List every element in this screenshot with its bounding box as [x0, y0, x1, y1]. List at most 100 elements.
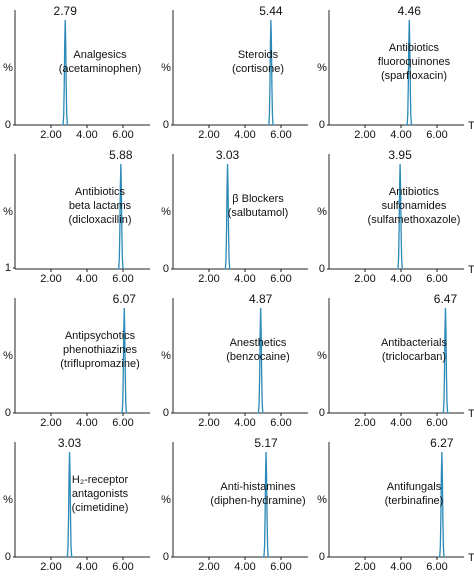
- x-tick-label: 6.00: [270, 417, 291, 429]
- y-tick-label: 0: [5, 407, 11, 419]
- y-axis-label: %: [317, 494, 327, 506]
- compound-label: (cimetidine): [72, 502, 129, 514]
- compound-label: Antibiotics: [389, 186, 440, 198]
- peak: [223, 163, 232, 270]
- peak: [65, 451, 74, 558]
- y-tick-label: 0: [163, 119, 169, 131]
- peak-label: 5.17: [254, 436, 278, 450]
- compound-label: Anti-histamines: [220, 481, 296, 493]
- x-tick-label: 2.00: [198, 129, 219, 141]
- x-tick-label: 6.00: [426, 129, 447, 141]
- compound-label: Anesthetics: [230, 337, 287, 349]
- y-axis-label: %: [161, 62, 171, 74]
- x-tick-label: 6.00: [426, 417, 447, 429]
- peak-label: 3.03: [216, 148, 240, 162]
- y-tick-label: 0: [163, 551, 169, 563]
- x-axis-label: Time: [468, 408, 474, 420]
- x-tick-label: 6.00: [112, 129, 133, 141]
- y-axis-label: %: [161, 350, 171, 362]
- x-tick-label: 6.00: [112, 273, 133, 285]
- peak-label: 3.03: [58, 436, 82, 450]
- compound-label: β Blockers: [232, 193, 284, 205]
- peak-label: 6.47: [434, 292, 458, 306]
- compound-label: sulfonamides: [382, 200, 447, 212]
- peak-label: 4.87: [249, 292, 273, 306]
- x-axis-label: Time: [468, 120, 474, 132]
- compound-label: fluoroquinones: [378, 56, 451, 68]
- peak-label: 5.44: [259, 4, 283, 18]
- x-tick-label: 4.00: [234, 417, 255, 429]
- x-tick-label: 2.00: [354, 561, 375, 573]
- peak: [405, 19, 413, 126]
- compound-label: Steroids: [238, 49, 279, 61]
- x-tick-label: 2.00: [198, 561, 219, 573]
- x-tick-label: 2.00: [40, 561, 61, 573]
- peak: [262, 451, 270, 558]
- x-tick-label: 2.00: [354, 129, 375, 141]
- peak: [396, 163, 404, 270]
- y-tick-label: 1: [5, 262, 11, 274]
- compound-label: (diphen-hydramine): [210, 495, 305, 507]
- x-tick-label: 6.00: [112, 561, 133, 573]
- compound-label: (acetaminophen): [59, 63, 142, 75]
- y-axis-label: %: [317, 62, 327, 74]
- y-tick-label: 0: [319, 119, 325, 131]
- x-tick-label: 2.00: [198, 273, 219, 285]
- x-tick-label: 6.00: [270, 129, 291, 141]
- y-axis-label: %: [161, 494, 171, 506]
- peak-label: 2.79: [54, 4, 78, 18]
- y-tick-label: 0: [5, 119, 11, 131]
- peak: [441, 307, 450, 414]
- y-axis-label: %: [3, 350, 13, 362]
- y-tick-label: 0: [319, 551, 325, 563]
- x-tick-label: 2.00: [354, 417, 375, 429]
- x-tick-label: 4.00: [76, 273, 97, 285]
- compound-label: Analgesics: [73, 49, 127, 61]
- compound-label: phenothiazines: [63, 344, 138, 356]
- compound-label: (salbutamol): [228, 207, 289, 219]
- x-tick-label: 4.00: [76, 417, 97, 429]
- x-tick-label: 4.00: [234, 561, 255, 573]
- compound-label: Antibiotics: [389, 42, 440, 54]
- compound-label: Antibiotics: [75, 186, 126, 198]
- peak: [117, 163, 125, 270]
- compound-label: Antifungals: [387, 481, 442, 493]
- y-axis-label: %: [161, 206, 171, 218]
- compound-label: H₂-receptor: [72, 474, 129, 486]
- compound-label: (triflupromazine): [60, 358, 139, 370]
- peak-label: 4.46: [398, 4, 422, 18]
- x-axis-label: Time: [468, 552, 474, 564]
- peak: [61, 19, 69, 126]
- x-tick-label: 6.00: [112, 417, 133, 429]
- peak-label: 5.88: [109, 148, 133, 162]
- compound-label: (cortisone): [232, 63, 284, 75]
- y-axis-label: %: [3, 62, 13, 74]
- y-tick-label: 0: [163, 407, 169, 419]
- x-tick-label: 4.00: [76, 129, 97, 141]
- x-tick-label: 4.00: [234, 273, 255, 285]
- compound-label: (sparfloxacin): [381, 70, 447, 82]
- compound-label: Antibacterials: [381, 337, 448, 349]
- x-axis-label: Time: [468, 264, 474, 276]
- x-tick-label: 2.00: [40, 417, 61, 429]
- x-tick-label: 2.00: [354, 273, 375, 285]
- x-tick-label: 2.00: [40, 273, 61, 285]
- y-tick-label: 0: [319, 263, 325, 275]
- x-tick-label: 4.00: [234, 129, 255, 141]
- x-tick-label: 4.00: [390, 129, 411, 141]
- x-tick-label: 4.00: [390, 273, 411, 285]
- compound-label: (triclocarban): [382, 351, 446, 363]
- x-tick-label: 4.00: [390, 561, 411, 573]
- x-tick-label: 4.00: [390, 417, 411, 429]
- y-axis-label: %: [3, 494, 13, 506]
- peak: [438, 451, 446, 558]
- y-tick-label: 0: [319, 407, 325, 419]
- compound-label: (dicloxacillin): [69, 214, 132, 226]
- peak-label: 6.07: [113, 292, 137, 306]
- y-axis-label: %: [3, 206, 13, 218]
- y-axis-label: %: [317, 206, 327, 218]
- x-tick-label: 2.00: [40, 129, 61, 141]
- compound-label: (benzocaine): [226, 351, 290, 363]
- x-tick-label: 6.00: [426, 561, 447, 573]
